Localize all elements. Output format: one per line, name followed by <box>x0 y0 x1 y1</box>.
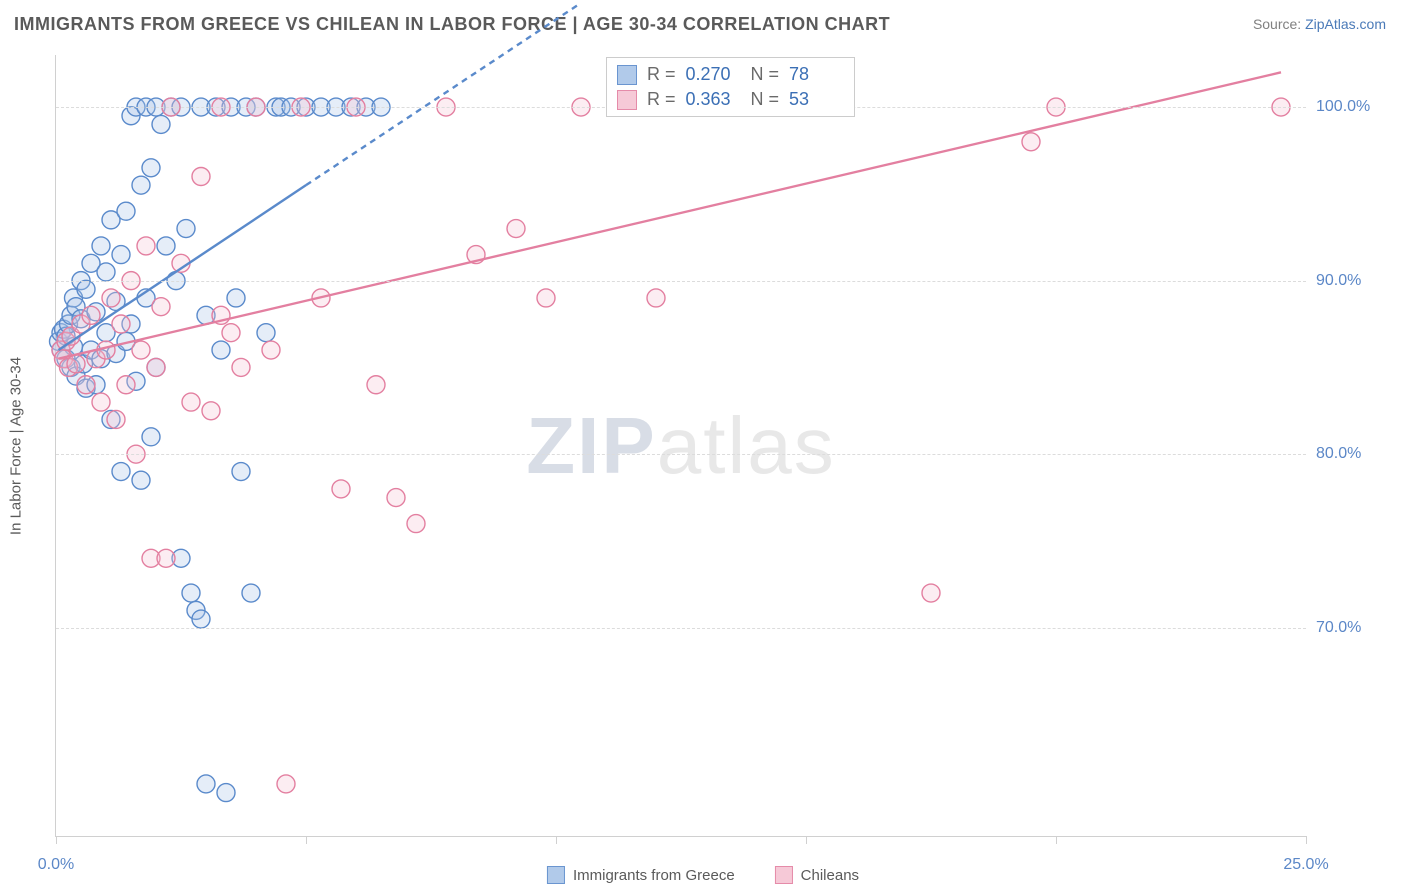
data-point <box>132 471 150 489</box>
data-point <box>182 584 200 602</box>
data-point <box>242 584 260 602</box>
chart-container: IMMIGRANTS FROM GREECE VS CHILEAN IN LAB… <box>0 0 1406 892</box>
data-point <box>407 515 425 533</box>
data-point <box>232 358 250 376</box>
n-value: 53 <box>789 89 844 110</box>
data-point <box>182 393 200 411</box>
x-tick <box>1056 836 1057 844</box>
data-point <box>67 355 85 373</box>
series-swatch <box>547 866 565 884</box>
data-point <box>152 298 170 316</box>
data-point <box>922 584 940 602</box>
data-point <box>142 159 160 177</box>
data-point <box>117 376 135 394</box>
n-label: N = <box>751 64 780 85</box>
y-tick-label: 70.0% <box>1316 619 1391 637</box>
data-point <box>537 289 555 307</box>
y-tick-label: 100.0% <box>1316 98 1391 116</box>
data-point <box>142 428 160 446</box>
data-point <box>647 289 665 307</box>
data-point <box>217 784 235 802</box>
chart-svg <box>56 55 1306 836</box>
legend-item: Immigrants from Greece <box>547 866 735 884</box>
series-swatch <box>775 866 793 884</box>
x-tick <box>1306 836 1307 844</box>
data-point <box>112 315 130 333</box>
data-point <box>157 237 175 255</box>
x-tick <box>306 836 307 844</box>
r-value: 0.270 <box>686 64 741 85</box>
data-point <box>92 393 110 411</box>
data-point <box>192 610 210 628</box>
data-point <box>77 280 95 298</box>
data-point <box>152 115 170 133</box>
data-point <box>262 341 280 359</box>
stats-row: R = 0.363 N = 53 <box>617 87 844 112</box>
x-tick-label: 0.0% <box>38 856 74 874</box>
y-tick-label: 80.0% <box>1316 445 1391 463</box>
data-point <box>132 176 150 194</box>
data-point <box>332 480 350 498</box>
data-point <box>387 489 405 507</box>
data-point <box>202 402 220 420</box>
n-value: 78 <box>789 64 844 85</box>
series-swatch <box>617 90 637 110</box>
data-point <box>97 263 115 281</box>
data-point <box>92 237 110 255</box>
title-bar: IMMIGRANTS FROM GREECE VS CHILEAN IN LAB… <box>0 0 1406 48</box>
x-tick <box>556 836 557 844</box>
data-point <box>277 775 295 793</box>
data-point <box>117 202 135 220</box>
r-value: 0.363 <box>686 89 741 110</box>
y-tick-label: 90.0% <box>1316 272 1391 290</box>
data-point <box>257 324 275 342</box>
data-point <box>157 549 175 567</box>
x-tick <box>806 836 807 844</box>
series-swatch <box>617 65 637 85</box>
data-point <box>107 410 125 428</box>
data-point <box>112 246 130 264</box>
source-label: Source: <box>1253 16 1305 32</box>
y-axis-title: In Labor Force | Age 30-34 <box>8 356 25 534</box>
data-point <box>222 324 240 342</box>
r-label: R = <box>647 89 676 110</box>
data-point <box>147 358 165 376</box>
data-point <box>177 220 195 238</box>
stats-row: R = 0.270 N = 78 <box>617 62 844 87</box>
gridline-h <box>56 281 1306 282</box>
legend-bottom: Immigrants from Greece Chileans <box>547 866 859 884</box>
r-label: R = <box>647 64 676 85</box>
legend-item: Chileans <box>775 866 859 884</box>
legend-label: Immigrants from Greece <box>573 867 735 884</box>
data-point <box>132 341 150 359</box>
data-point <box>507 220 525 238</box>
data-point <box>227 289 245 307</box>
gridline-h <box>56 454 1306 455</box>
chart-source: Source: ZipAtlas.com <box>1253 16 1386 32</box>
legend-label: Chileans <box>801 867 859 884</box>
x-tick-label: 25.0% <box>1283 856 1328 874</box>
source-link[interactable]: ZipAtlas.com <box>1305 16 1386 32</box>
data-point <box>367 376 385 394</box>
data-point <box>197 775 215 793</box>
data-point <box>82 306 100 324</box>
data-point <box>112 463 130 481</box>
stats-box: R = 0.270 N = 78 R = 0.363 N = 53 <box>606 57 855 117</box>
x-tick <box>56 836 57 844</box>
gridline-h <box>56 628 1306 629</box>
chart-title: IMMIGRANTS FROM GREECE VS CHILEAN IN LAB… <box>14 14 890 35</box>
data-point <box>102 289 120 307</box>
data-point <box>192 167 210 185</box>
data-point <box>212 341 230 359</box>
data-point <box>137 237 155 255</box>
data-point <box>77 376 95 394</box>
n-label: N = <box>751 89 780 110</box>
data-point <box>232 463 250 481</box>
data-point <box>1022 133 1040 151</box>
plot-area: ZIPatlas In Labor Force | Age 30-34 70.0… <box>55 55 1306 837</box>
